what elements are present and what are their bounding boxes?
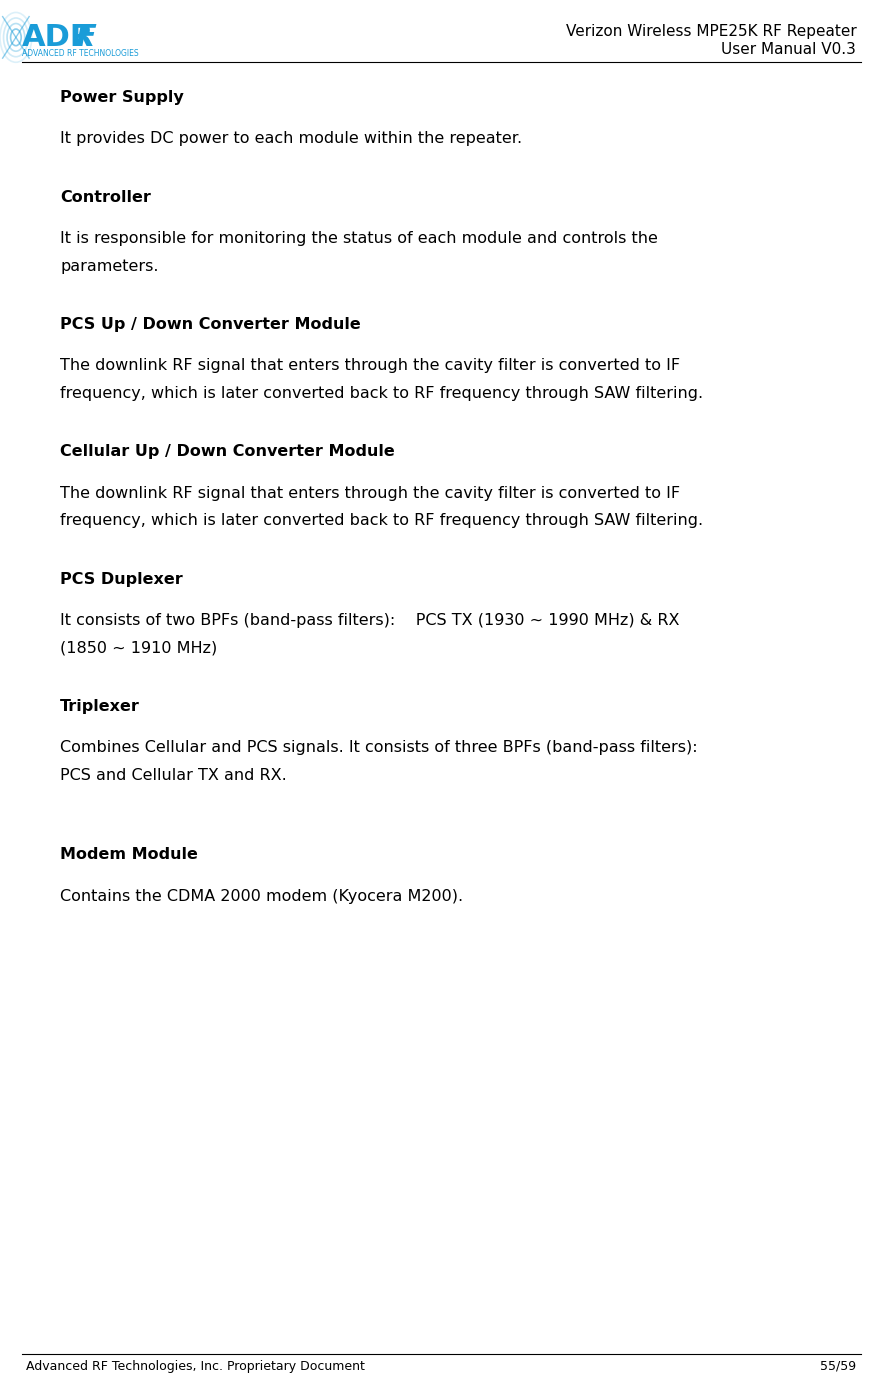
- Text: User Manual V0.3: User Manual V0.3: [721, 43, 857, 57]
- Text: ADR: ADR: [22, 24, 95, 51]
- Text: PCS Duplexer: PCS Duplexer: [60, 572, 183, 587]
- Text: F: F: [75, 24, 96, 51]
- Text: Combines Cellular and PCS signals. It consists of three BPFs (band-pass filters): Combines Cellular and PCS signals. It co…: [60, 740, 697, 756]
- Text: It is responsible for monitoring the status of each module and controls the: It is responsible for monitoring the sta…: [60, 231, 658, 246]
- Text: Triplexer: Triplexer: [60, 699, 140, 714]
- Text: It consists of two BPFs (band-pass filters):    PCS TX (1930 ~ 1990 MHz) & RX: It consists of two BPFs (band-pass filte…: [60, 613, 680, 628]
- Text: Advanced RF Technologies, Inc. Proprietary Document: Advanced RF Technologies, Inc. Proprieta…: [27, 1359, 365, 1373]
- Text: Cellular Up / Down Converter Module: Cellular Up / Down Converter Module: [60, 444, 395, 459]
- Text: PCS Up / Down Converter Module: PCS Up / Down Converter Module: [60, 317, 361, 332]
- Text: ADVANCED RF TECHNOLOGIES: ADVANCED RF TECHNOLOGIES: [22, 50, 139, 58]
- Text: Controller: Controller: [60, 190, 151, 205]
- Text: Contains the CDMA 2000 modem (Kyocera M200).: Contains the CDMA 2000 modem (Kyocera M2…: [60, 889, 463, 904]
- Text: PCS and Cellular TX and RX.: PCS and Cellular TX and RX.: [60, 768, 287, 783]
- Text: Power Supply: Power Supply: [60, 90, 183, 105]
- Text: parameters.: parameters.: [60, 259, 159, 274]
- Text: The downlink RF signal that enters through the cavity filter is converted to IF: The downlink RF signal that enters throu…: [60, 486, 680, 501]
- Text: 55/59: 55/59: [820, 1359, 857, 1373]
- Text: Modem Module: Modem Module: [60, 847, 198, 862]
- Text: Verizon Wireless MPE25K RF Repeater: Verizon Wireless MPE25K RF Repeater: [565, 25, 857, 39]
- Text: frequency, which is later converted back to RF frequency through SAW filtering.: frequency, which is later converted back…: [60, 513, 703, 529]
- Text: The downlink RF signal that enters through the cavity filter is converted to IF: The downlink RF signal that enters throu…: [60, 358, 680, 374]
- Text: It provides DC power to each module within the repeater.: It provides DC power to each module with…: [60, 131, 522, 147]
- Text: (1850 ~ 1910 MHz): (1850 ~ 1910 MHz): [60, 641, 217, 656]
- Text: frequency, which is later converted back to RF frequency through SAW filtering.: frequency, which is later converted back…: [60, 386, 703, 401]
